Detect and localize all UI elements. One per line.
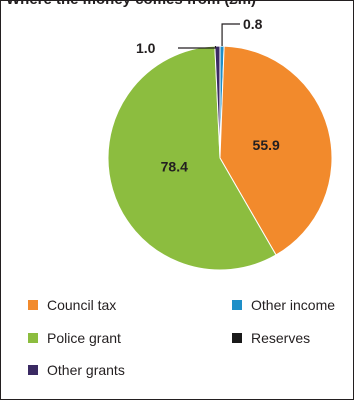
legend-swatch-other-grants <box>28 365 38 375</box>
legend-label-reserves: Reserves <box>251 330 311 346</box>
legend-swatch-other-income <box>232 300 242 310</box>
legend-swatch-council-tax <box>28 300 38 310</box>
pie-chart: 0.8 55.9 78.4 1.0 <box>107 16 333 271</box>
legend-label-council-tax: Council tax <box>47 297 117 313</box>
chart-legend: Council tax Other income Police grant Re… <box>28 297 335 378</box>
data-label-police-grant: 78.4 <box>161 159 188 175</box>
legend-label-other-income: Other income <box>251 297 336 313</box>
legend-item-reserves: Reserves <box>232 330 310 346</box>
legend-swatch-police-grant <box>28 333 38 343</box>
data-label-other-grants: 1.0 <box>136 40 156 56</box>
legend-item-other-grants: Other grants <box>28 362 125 378</box>
data-label-other-income: 0.8 <box>243 16 263 32</box>
legend-label-police-grant: Police grant <box>47 330 121 346</box>
legend-swatch-reserves <box>232 333 242 343</box>
chart-title: Where the money comes from (£m) <box>6 0 256 8</box>
leader-line-other-income <box>221 23 240 47</box>
leader-line-other-grants <box>178 46 217 49</box>
legend-item-council-tax: Council tax <box>28 297 116 313</box>
pie-slice-police-grant <box>107 45 277 271</box>
legend-item-police-grant: Police grant <box>28 330 121 346</box>
pie-slice-council-tax <box>219 45 333 256</box>
legend-label-other-grants: Other grants <box>47 362 125 378</box>
legend-item-other-income: Other income <box>232 297 335 313</box>
data-label-council-tax: 55.9 <box>253 137 280 153</box>
